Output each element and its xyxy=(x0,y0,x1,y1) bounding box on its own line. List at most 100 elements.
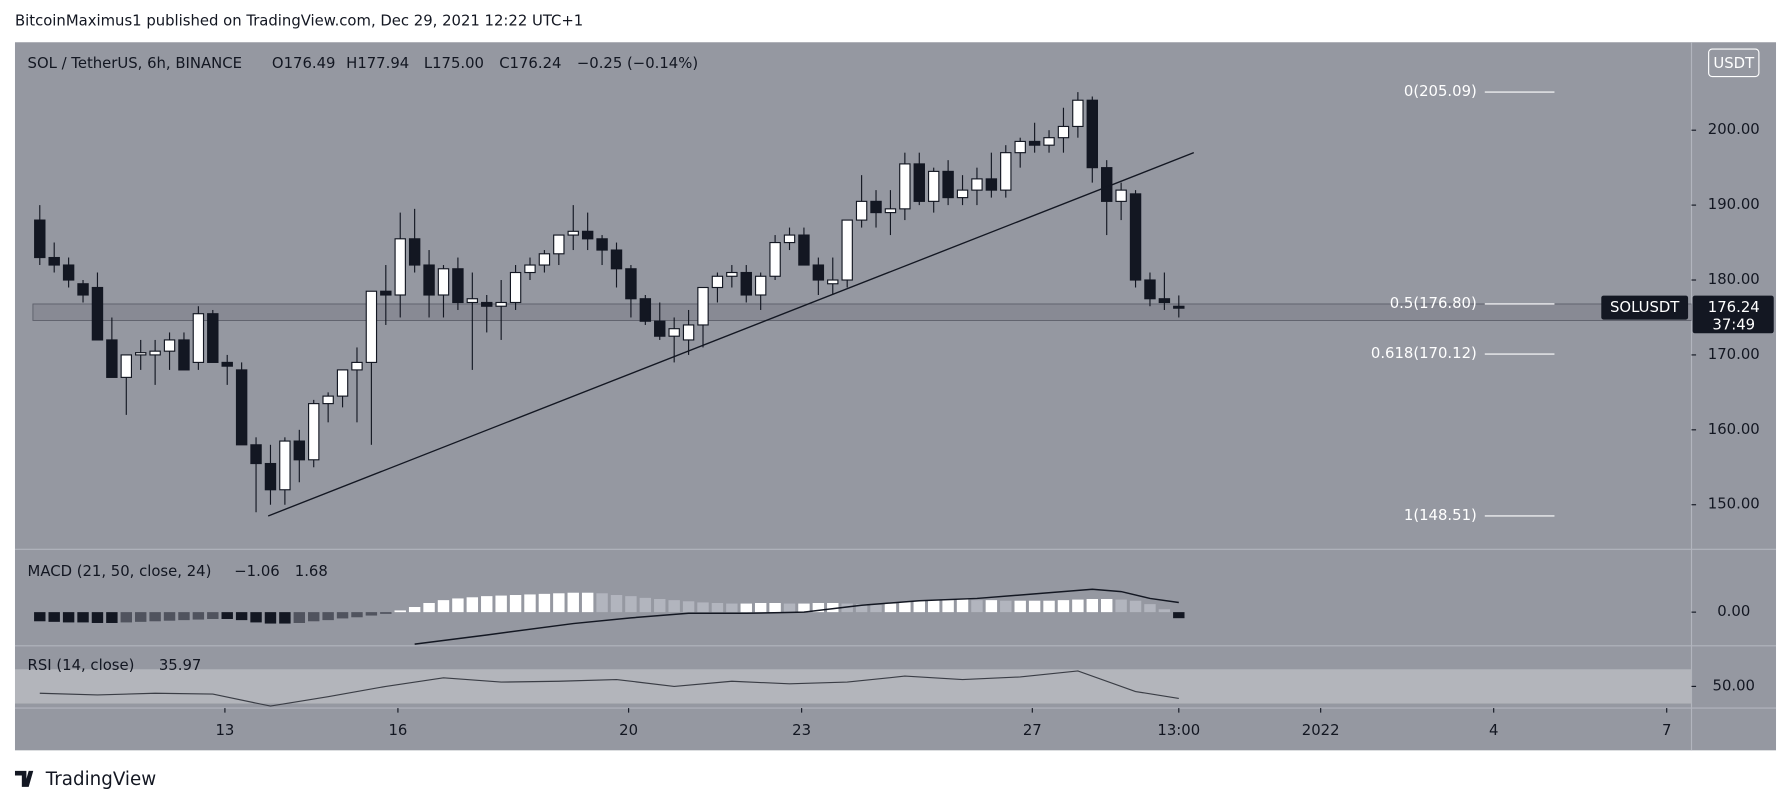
macd-histogram-bar xyxy=(1014,600,1026,613)
macd-histogram-bar xyxy=(1101,599,1113,613)
axes: 150.00 160.00 170.00 180.00 190.00 200.00 0.00… xyxy=(215,83,1774,739)
candle-body xyxy=(985,178,998,191)
legend-low: L175.00 xyxy=(424,55,484,72)
candle-body xyxy=(1129,193,1142,281)
candle-body xyxy=(163,339,176,352)
macd-histogram-bar xyxy=(812,603,825,613)
logo-mark xyxy=(14,770,34,787)
macd-legend-value: 1.68 xyxy=(295,563,328,580)
candle-body xyxy=(740,271,752,296)
legend-high: H177.94 xyxy=(346,55,409,72)
countdown-label: 37:49 xyxy=(1712,316,1755,333)
rsi-band xyxy=(14,669,1692,704)
y-tick-label: 50.00 xyxy=(1713,677,1755,694)
macd-histogram-bar xyxy=(365,612,378,616)
fib-label: 1(148.51) xyxy=(1404,507,1477,524)
rsi-title: RSI (14, close) xyxy=(28,657,135,674)
logo: TradingView xyxy=(14,769,156,790)
candle-body xyxy=(452,268,464,304)
currency-box[interactable] xyxy=(1708,48,1760,78)
x-tick-label: 23 xyxy=(792,722,811,739)
candle-body xyxy=(827,279,839,285)
candle-body xyxy=(754,275,767,296)
candle-body xyxy=(1101,167,1113,202)
candle-body xyxy=(509,271,522,304)
macd-histogram-bar xyxy=(62,612,75,623)
macd-histogram-bar xyxy=(322,612,334,621)
candle-body xyxy=(178,339,190,371)
macd-histogram-bar xyxy=(697,602,709,613)
macd-histogram-bar xyxy=(726,603,738,613)
price-tag xyxy=(1692,295,1774,334)
candle-body xyxy=(91,286,104,341)
macd-histogram-bar xyxy=(149,612,161,622)
candle-body xyxy=(726,271,738,277)
y-tick-label: 170.00 xyxy=(1708,346,1760,363)
macd-histogram-bar xyxy=(783,603,796,613)
candle-body xyxy=(235,369,248,446)
candle-body xyxy=(668,328,680,337)
macd-histogram-bar xyxy=(235,612,248,621)
candle-body xyxy=(293,440,306,461)
candle-body xyxy=(884,208,897,214)
candle-body xyxy=(1028,140,1041,146)
legend-close: C176.24 xyxy=(499,55,561,72)
candle-body xyxy=(956,189,969,199)
candle-body xyxy=(250,444,262,465)
macd-histogram-bar xyxy=(740,603,752,613)
macd-histogram-bar xyxy=(1057,600,1070,613)
legend-open: O176.49 xyxy=(272,55,336,72)
macd-histogram-bar xyxy=(1158,609,1171,613)
macd-histogram-bar xyxy=(91,612,104,623)
y-tick-label: 190.00 xyxy=(1708,196,1760,213)
macd-histogram-bar xyxy=(264,612,277,624)
currency-label[interactable]: USDT xyxy=(1713,55,1755,72)
candle-body xyxy=(149,350,161,356)
y-tick-label: 150.00 xyxy=(1708,496,1760,513)
candle-body xyxy=(639,298,652,322)
candle-body xyxy=(783,234,796,244)
candle-body xyxy=(264,462,277,491)
chart-title: SOL / TetherUS, 6h, BINANCE xyxy=(28,55,242,72)
macd-histogram-bar xyxy=(106,612,118,623)
rsi-legend-value: 35.97 xyxy=(159,657,201,674)
macd-histogram-bar xyxy=(927,600,940,613)
candle-body xyxy=(408,238,421,266)
macd-histogram-bar xyxy=(553,593,565,613)
macd-histogram-bar xyxy=(163,612,176,621)
macd-histogram-bar xyxy=(610,595,623,613)
fib-label: 0(205.09) xyxy=(1404,83,1477,100)
macd-histogram-bar xyxy=(956,599,969,613)
candle-body xyxy=(1086,99,1099,169)
legend-change: −0.25 (−0.14%) xyxy=(577,55,698,72)
rsi-line xyxy=(39,670,1179,707)
macd-histogram-bar xyxy=(408,606,421,613)
publisher-line: BitcoinMaximus1 published on TradingView… xyxy=(15,13,583,30)
candle-body xyxy=(524,264,536,274)
macd-histogram-bar xyxy=(452,598,464,613)
y-tick-label: 160.00 xyxy=(1708,421,1760,438)
macd-histogram-bar xyxy=(207,612,219,619)
y-tick-label: 200.00 xyxy=(1708,121,1760,138)
macd-histogram-bar xyxy=(1000,600,1012,613)
macd-histogram-bar xyxy=(985,600,998,613)
macd-histogram-bar xyxy=(1144,604,1156,613)
candle-body xyxy=(437,268,450,296)
y-tick-label: 0.00 xyxy=(1717,603,1750,620)
macd-histogram-bar xyxy=(481,596,493,613)
symbol-tag-label: SOLUSDT xyxy=(1610,299,1680,316)
candle-body xyxy=(942,170,954,199)
candle-body xyxy=(423,264,435,296)
macd-histogram-bar xyxy=(48,612,60,622)
fib-label: 0.5(176.80) xyxy=(1390,295,1477,312)
candle-body xyxy=(553,234,565,255)
candle-body xyxy=(711,275,724,289)
macd-histogram-bar xyxy=(754,603,767,613)
candle-body xyxy=(1043,137,1055,146)
candle-body xyxy=(192,313,205,363)
candle-body xyxy=(610,249,623,270)
macd-histogram-bar xyxy=(1115,599,1127,613)
x-tick-label: 13 xyxy=(215,722,234,739)
macd-histogram-bar xyxy=(942,600,954,613)
macd-histogram-bar xyxy=(293,612,306,623)
